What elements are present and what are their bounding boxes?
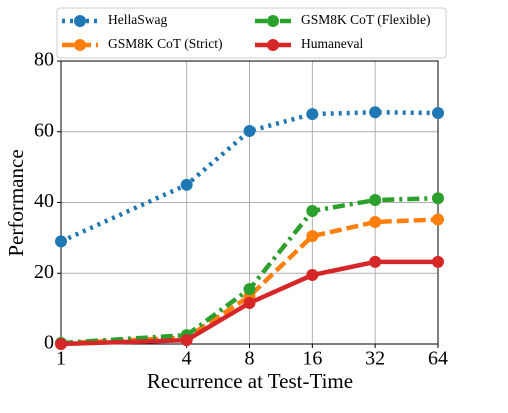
data-point bbox=[306, 108, 319, 121]
data-point bbox=[306, 269, 319, 282]
data-point bbox=[55, 338, 67, 350]
data-point bbox=[369, 194, 382, 207]
y-tick-label: 80 bbox=[34, 49, 54, 71]
data-point bbox=[432, 107, 444, 120]
y-axis-label: Performance bbox=[4, 149, 28, 256]
data-point bbox=[243, 125, 256, 138]
legend-label: Humaneval bbox=[301, 36, 363, 51]
x-axis-label: Recurrence at Test-Time bbox=[147, 369, 353, 393]
x-tick-label: 64 bbox=[428, 348, 448, 370]
x-tick-label: 32 bbox=[365, 348, 385, 370]
series-line bbox=[60, 259, 438, 347]
data-point bbox=[180, 178, 193, 191]
data-point bbox=[180, 334, 193, 347]
data-point bbox=[432, 255, 444, 268]
legend-label: GSM8K CoT (Flexible) bbox=[301, 12, 431, 27]
series-line bbox=[60, 110, 439, 244]
data-point bbox=[55, 235, 67, 248]
x-tick-label: 8 bbox=[245, 348, 255, 370]
x-tick-label: 4 bbox=[182, 348, 192, 370]
y-tick-label: 60 bbox=[34, 119, 54, 141]
legend-marker bbox=[267, 39, 279, 51]
y-tick-label: 20 bbox=[34, 261, 54, 283]
legend-marker bbox=[267, 15, 279, 27]
legend-frame bbox=[56, 7, 447, 59]
data-point bbox=[306, 230, 319, 243]
data-point bbox=[432, 192, 444, 205]
y-tick-label: 40 bbox=[34, 190, 54, 212]
y-tick-label: 0 bbox=[44, 332, 54, 354]
data-point bbox=[369, 255, 382, 268]
legend-marker bbox=[74, 39, 86, 51]
legend: HellaSwag GSM8K CoT (Strict) GSM8K CoT (Fl… bbox=[56, 7, 447, 59]
x-tick-label: 1 bbox=[56, 348, 66, 370]
data-point bbox=[243, 283, 256, 296]
legend-label: HellaSwag bbox=[108, 12, 167, 27]
series-line bbox=[60, 196, 439, 346]
x-tick-label: 16 bbox=[302, 348, 322, 370]
legend-marker bbox=[74, 15, 86, 27]
data-point bbox=[306, 204, 319, 217]
legend-label: GSM8K CoT (Strict) bbox=[108, 36, 223, 51]
data-point bbox=[369, 106, 382, 119]
data-point bbox=[432, 213, 444, 226]
data-point bbox=[369, 215, 382, 228]
data-point bbox=[243, 296, 256, 309]
